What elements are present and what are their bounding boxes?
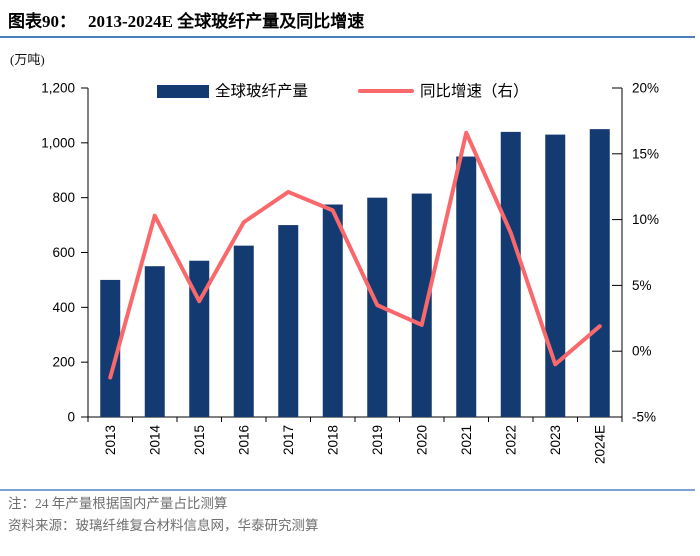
x-tick-label-2013: 2013: [103, 425, 118, 455]
x-tick-label-2015: 2015: [192, 425, 207, 455]
left-axis-unit-label: (万吨): [10, 52, 45, 67]
production-growth-chart: 1,200 1,000 800 600 400 200 0 20% 15% 10% 5% 0% -5% 2…: [41, 81, 659, 465]
right-axis-tick-label: 10%: [632, 212, 659, 227]
x-tick-label-2017: 2017: [281, 425, 296, 455]
right-axis-tick-label: 0%: [632, 344, 652, 359]
legend: 全球玻纤产量 同比增速（右）: [157, 82, 529, 100]
left-axis-tick-label: 200: [52, 355, 75, 370]
x-tick-label-2018: 2018: [325, 425, 340, 455]
legend-bar-label: 全球玻纤产量: [215, 82, 308, 100]
bar-2016: [233, 245, 254, 417]
growth-line-path: [108, 130, 602, 380]
footer-note: 注：24 年产量根据国内产量占比测算: [8, 496, 228, 511]
bar-2017: [278, 225, 299, 417]
x-tick-label-2016: 2016: [236, 425, 251, 455]
bar-2018: [322, 204, 343, 417]
title-divider-line: [0, 36, 695, 38]
legend-line-label: 同比增速（右）: [420, 82, 529, 100]
bar-2021: [456, 156, 477, 417]
right-axis-tick-label: 20%: [632, 81, 659, 96]
bars-group: [100, 129, 610, 417]
left-axis-tick-label: 1,200: [41, 81, 75, 96]
x-tick-label-2023: 2023: [548, 425, 563, 455]
legend-bar-swatch: [157, 85, 209, 98]
right-axis-tick-label: 15%: [632, 146, 659, 161]
footer: 注：24 年产量根据国内产量占比测算 资料来源：玻璃纤维复合材料信息网，华泰研究…: [8, 493, 319, 537]
bar-2014: [144, 266, 165, 417]
axes: [81, 87, 623, 422]
left-axis-tick-label: 0: [67, 410, 75, 425]
bar-2023: [545, 134, 566, 417]
figure-title-text: 2013-2024E 全球玻纤产量及同比增速: [88, 12, 365, 31]
left-axis-tick-label: 800: [52, 190, 75, 205]
axis-labels: 1,200 1,000 800 600 400 200 0 20% 15% 10% 5% 0% -5% 2…: [41, 81, 659, 465]
x-tick-label-2019: 2019: [370, 425, 385, 455]
right-axis-tick-label: -5%: [632, 410, 656, 425]
x-tick-label-2021: 2021: [459, 425, 474, 455]
bar-2019: [367, 197, 388, 417]
bar-2013: [100, 279, 121, 417]
left-axis-tick-label: 400: [52, 300, 75, 315]
bar-2020: [411, 193, 432, 417]
growth-line: [108, 130, 602, 380]
x-tick-label-2022: 2022: [503, 425, 518, 455]
footer-source: 资料来源：玻璃纤维复合材料信息网，华泰研究测算: [8, 518, 319, 533]
x-tick-label-2024E: 2024E: [592, 425, 607, 464]
footer-divider-line: [0, 489, 695, 491]
figure-title: 图表90： 2013-2024E 全球玻纤产量及同比增速: [8, 7, 364, 32]
bar-2022: [500, 131, 521, 417]
x-tick-label-2014: 2014: [147, 425, 162, 456]
left-axis-tick-label: 1,000: [41, 135, 75, 150]
right-axis-tick-label: 5%: [632, 278, 652, 293]
left-axis-tick-label: 600: [52, 245, 75, 260]
figure-number-label: 图表90：: [8, 12, 76, 31]
x-tick-label-2020: 2020: [414, 425, 429, 455]
bar-2024E: [589, 129, 610, 417]
bar-2015: [189, 260, 210, 417]
